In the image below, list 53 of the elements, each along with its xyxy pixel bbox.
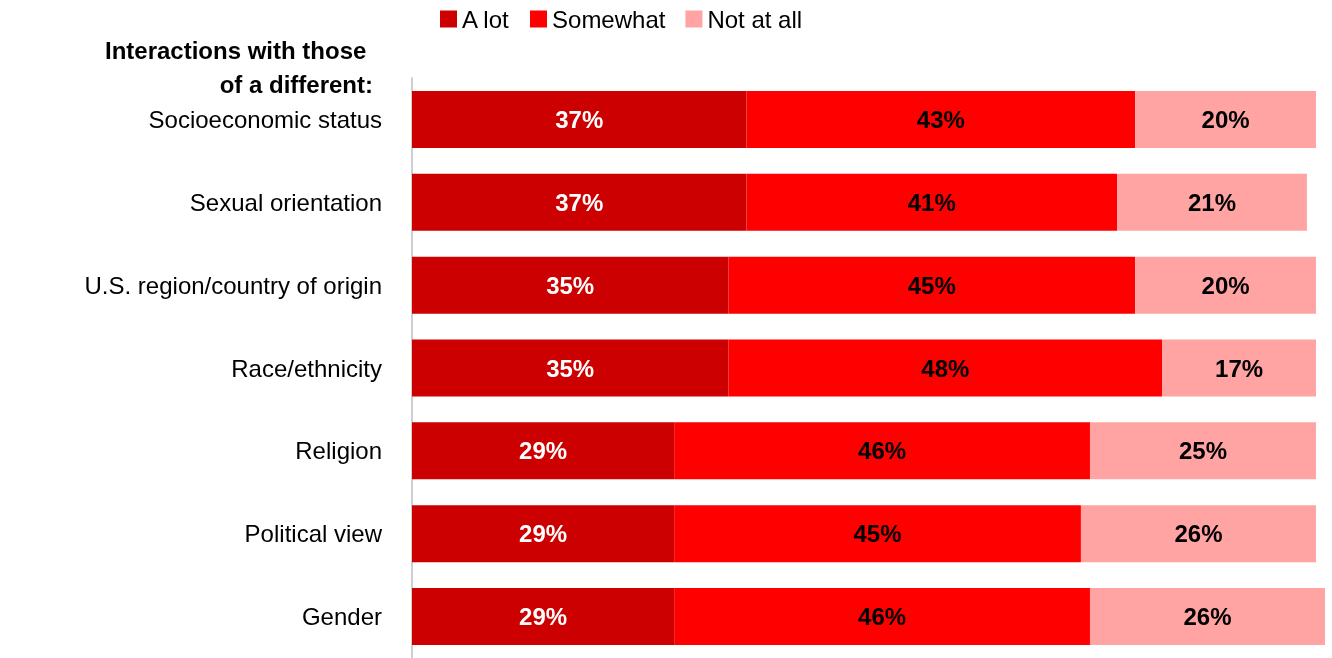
- bar: [412, 90, 747, 148]
- bar: [728, 256, 1136, 314]
- data-label: 45%: [907, 271, 956, 299]
- legend-label: A lot: [462, 5, 510, 33]
- data-label: 46%: [858, 603, 907, 631]
- data-label: 46%: [858, 437, 907, 465]
- bar: [674, 505, 1081, 563]
- data-label: 26%: [1183, 603, 1232, 631]
- data-label: 29%: [519, 437, 568, 465]
- bar: [728, 339, 1163, 397]
- bar: [1080, 505, 1316, 563]
- y-tick-label: Gender: [301, 603, 382, 631]
- legend-label: Somewhat: [552, 5, 666, 33]
- bar: [1135, 90, 1316, 148]
- bar: [412, 588, 675, 646]
- bar: [674, 588, 1090, 646]
- y-tick-label: Political view: [244, 520, 383, 548]
- y-tick-label: Socioeconomic status: [148, 105, 382, 133]
- data-label: 20%: [1201, 105, 1250, 133]
- data-label: 35%: [546, 354, 595, 382]
- data-label: 43%: [916, 105, 965, 133]
- bar: [1089, 422, 1316, 480]
- data-label: 25%: [1178, 437, 1227, 465]
- bar: [1089, 588, 1325, 646]
- y-tick-label: Sexual orientation: [189, 188, 382, 216]
- bar: [412, 173, 747, 231]
- y-tick-label: U.S. region/country of origin: [84, 271, 382, 299]
- data-label: 35%: [546, 271, 595, 299]
- chart-title: Interactions with those of a different:: [104, 36, 373, 98]
- data-label: 26%: [1174, 520, 1223, 548]
- data-label: 41%: [907, 188, 956, 216]
- bar: [1162, 339, 1316, 397]
- bar: [412, 256, 729, 314]
- bar: [674, 422, 1090, 480]
- data-label: 45%: [853, 520, 902, 548]
- bar: [746, 173, 1118, 231]
- bar: [1135, 256, 1316, 314]
- data-label: 17%: [1215, 354, 1264, 382]
- bar: [412, 505, 675, 563]
- bar: [1117, 173, 1307, 231]
- data-label: 29%: [519, 603, 568, 631]
- legend-label: Not at all: [707, 5, 803, 33]
- data-label: 37%: [555, 105, 604, 133]
- data-label: 21%: [1187, 188, 1237, 216]
- bar: [412, 422, 675, 480]
- data-label: 29%: [519, 520, 568, 548]
- y-tick-label: Religion: [295, 437, 382, 465]
- bar: [746, 90, 1136, 148]
- data-label: 20%: [1201, 271, 1250, 299]
- y-tick-label: Race/ethnicity: [231, 354, 382, 382]
- bar: [412, 339, 729, 397]
- data-label: 48%: [921, 354, 970, 382]
- data-label: 37%: [555, 188, 604, 216]
